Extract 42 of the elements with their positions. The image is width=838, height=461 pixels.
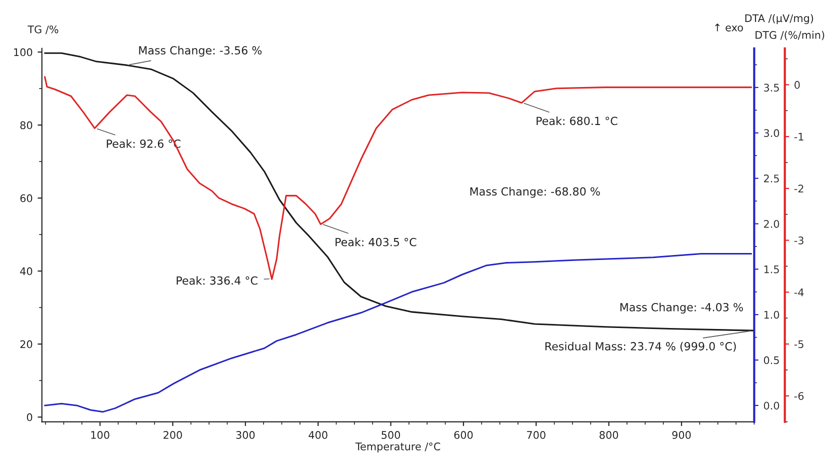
x-tick-label: 100 xyxy=(91,431,110,439)
y-tick-label: 100 xyxy=(14,48,32,56)
y3-tick-label: -5 xyxy=(794,340,804,348)
x-tick-label: 200 xyxy=(164,431,182,439)
y2-tick-label: 2.0 xyxy=(764,220,780,228)
y3-tick-label: -1 xyxy=(794,132,804,141)
y2-tick-label: 2.5 xyxy=(764,174,779,182)
x-tick-label: 600 xyxy=(454,431,473,439)
annotation: Peak: 680.1 °C xyxy=(536,116,618,126)
annotation: Peak: 336.4 °C xyxy=(176,276,258,285)
y-tick-label: 80 xyxy=(20,121,32,130)
annotation: Mass Change: -68.80 % xyxy=(470,187,600,198)
annotation: Peak: 403.5 °C xyxy=(336,238,416,246)
y2-tick-label: 3.5 xyxy=(764,84,779,92)
y3-axis-title: DTG /(%/min) xyxy=(756,30,824,40)
y3-tick-label: -4 xyxy=(794,288,804,296)
y-tick-label: 60 xyxy=(20,194,32,202)
y-axis-title: TG /% xyxy=(28,25,58,34)
annotation: Residual Mass: 23.74 % (999.0 °C) xyxy=(545,342,736,352)
y2-axis-title: DTA /(µV/mg) xyxy=(745,14,814,24)
x-axis-title: Temperature /°C xyxy=(355,442,440,452)
y2-tick-label: 1.5 xyxy=(764,266,779,274)
y-tick-label: 0 xyxy=(26,413,32,422)
x-tick-label: 800 xyxy=(600,431,618,439)
y-tick-label: 40 xyxy=(20,267,32,276)
y2-tick-label: 3.0 xyxy=(764,129,780,138)
y2-tick-label: 0.0 xyxy=(764,402,780,410)
y3-tick-label: 0 xyxy=(794,80,800,89)
y3-tick-label: -6 xyxy=(794,392,804,400)
x-tick-label: 400 xyxy=(308,431,328,439)
y2-tick-label: 1.0 xyxy=(764,310,780,319)
y-tick-label: 20 xyxy=(20,340,32,348)
x-tick-label: 300 xyxy=(236,431,255,439)
y2-tick-label: 0.5 xyxy=(764,356,779,364)
x-tick-label: 700 xyxy=(527,431,546,439)
annotation: Mass Change: -3.56 % xyxy=(139,46,262,57)
x-tick-label: 900 xyxy=(672,431,691,439)
y3-tick-label: -2 xyxy=(794,184,804,192)
annotation: Mass Change: -4.03 % xyxy=(620,302,743,314)
text: ↑ exo xyxy=(715,24,743,32)
y3-tick-label: -3 xyxy=(794,236,804,244)
x-tick-label: 500 xyxy=(382,431,400,439)
